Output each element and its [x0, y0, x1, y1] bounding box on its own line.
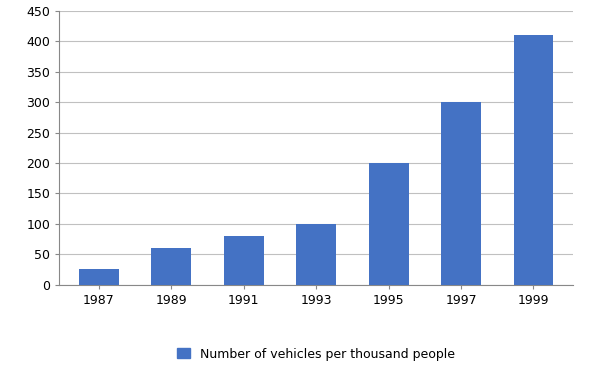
Bar — [514, 35, 553, 285]
Bar — [151, 248, 191, 285]
Bar — [296, 224, 336, 285]
Bar — [369, 163, 408, 285]
Bar — [79, 269, 119, 285]
Legend: Number of vehicles per thousand people: Number of vehicles per thousand people — [177, 347, 455, 361]
Bar — [224, 236, 264, 285]
Bar — [441, 102, 481, 285]
